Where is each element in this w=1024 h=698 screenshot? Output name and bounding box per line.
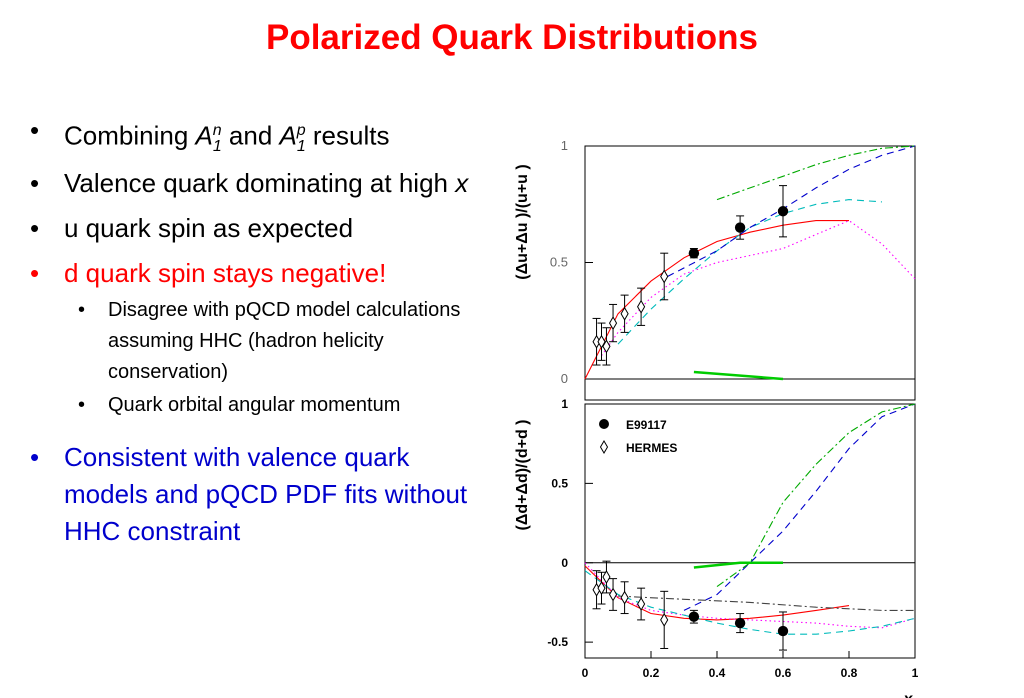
model-curve xyxy=(584,562,916,629)
model-curve xyxy=(584,565,850,621)
x-tick-label: 0.6 xyxy=(775,666,792,680)
sub-bullet-pqcd: • Disagree with pQCD model calculations … xyxy=(78,295,500,388)
legend-label: E99117 xyxy=(626,418,667,432)
y-tick-label: 0 xyxy=(561,371,568,386)
y-tick-label: 0 xyxy=(561,556,568,570)
bullet-d-quark: • d quark spin stays negative! xyxy=(30,255,500,292)
bullet-text: Combining A1n and A1p results xyxy=(64,112,500,165)
data-point-hermes xyxy=(637,299,646,314)
data-point-e99117 xyxy=(777,625,789,637)
y-tick-label: 0.5 xyxy=(551,476,568,490)
bullet-text: u quark spin as expected xyxy=(64,212,354,243)
data-point-hermes xyxy=(660,612,669,627)
x-tick-label: 1 xyxy=(912,666,919,680)
bullet-marker: • xyxy=(30,441,40,472)
bullet-list: • Combining A1n and A1p results • Valenc… xyxy=(30,112,500,550)
bullet-valence: • Valence quark dominating at high x xyxy=(30,165,500,202)
data-point-hermes xyxy=(608,316,618,331)
asymmetry-symbol: A xyxy=(195,120,213,151)
bullet-marker: • xyxy=(30,167,40,198)
model-curve xyxy=(683,403,916,611)
plot-frame xyxy=(584,403,916,659)
data-point-hermes xyxy=(597,334,606,349)
bullet-consistent: • Consistent with valence quark models a… xyxy=(30,439,480,550)
subscript: 1 xyxy=(296,137,306,155)
bullet-marker: • xyxy=(78,298,86,321)
subscript: 1 xyxy=(212,137,222,155)
sub-bullet-list: • Disagree with pQCD model calculations … xyxy=(78,295,500,421)
bullet-text: Consistent with valence quark models and… xyxy=(64,441,468,546)
data-point-e99117 xyxy=(777,206,789,217)
asymmetry-symbol: A xyxy=(279,120,297,151)
model-curve xyxy=(584,220,849,380)
x-axis-label: x xyxy=(903,691,914,698)
data-point-hermes xyxy=(597,581,606,596)
superscript: n xyxy=(212,122,222,139)
superscript: p xyxy=(296,122,306,139)
bullet-text-part: Combining xyxy=(64,120,196,151)
model-curve xyxy=(601,219,916,357)
bullet-text-part: and xyxy=(221,120,280,151)
bullet-combining: • Combining A1n and A1p results xyxy=(30,112,500,165)
plot-frame xyxy=(584,145,916,401)
y-tick-label: 0.5 xyxy=(550,255,568,270)
y-tick-label: -0.5 xyxy=(547,635,568,649)
y-tick-label: 1 xyxy=(561,397,568,411)
data-point-e99117 xyxy=(688,247,700,259)
model-curve xyxy=(716,145,916,201)
x-tick-label: 0.4 xyxy=(709,666,726,680)
bullet-marker: • xyxy=(30,257,40,288)
bullet-marker: • xyxy=(30,212,40,243)
data-point-hermes xyxy=(660,269,669,284)
x-tick-label: 0 xyxy=(582,666,589,680)
bullet-text: Valence quark dominating at high x xyxy=(64,165,500,202)
y-tick-label: 1 xyxy=(561,138,568,153)
sub-bullet-text: Quark orbital angular momentum xyxy=(108,393,401,416)
x-tick-label: 0.8 xyxy=(841,666,858,680)
model-curve xyxy=(617,199,883,345)
model-curve xyxy=(693,370,784,381)
model-curve xyxy=(716,403,916,588)
data-point-hermes xyxy=(602,339,611,354)
bullet-marker: • xyxy=(78,393,86,416)
bullet-marker: • xyxy=(30,115,40,145)
legend-label: HERMES xyxy=(626,441,677,455)
legend-marker-hermes xyxy=(599,440,609,454)
model-curve xyxy=(667,145,916,277)
data-point-hermes xyxy=(608,587,618,602)
bullet-text: d quark spin stays negative! xyxy=(64,257,387,288)
data-point-hermes xyxy=(602,570,611,585)
data-point-hermes xyxy=(620,306,629,321)
x-tick-label: 0.2 xyxy=(643,666,660,680)
model-curve xyxy=(617,595,915,611)
y-axis-label: (Δd+Δd)/(d+d ) xyxy=(514,420,531,531)
data-point-hermes xyxy=(637,597,646,612)
bullet-text-part: Valence quark dominating at high xyxy=(64,167,456,198)
bullet-text-part: results xyxy=(305,120,390,151)
model-curve xyxy=(693,561,783,569)
y-axis-label: (Δu+Δu )/(u+u ) xyxy=(514,164,531,279)
data-point-e99117 xyxy=(734,617,746,629)
sub-bullet-orbital: • Quark orbital angular momentum xyxy=(78,390,500,421)
x-variable: x xyxy=(455,167,469,198)
data-point-e99117 xyxy=(734,222,746,233)
slide-title: Polarized Quark Distributions xyxy=(265,18,759,57)
sub-bullet-text: Disagree with pQCD model calculations as… xyxy=(108,298,461,383)
bullet-u-quark: • u quark spin as expected xyxy=(30,210,500,247)
data-point-hermes xyxy=(620,590,629,605)
legend-marker-e99117 xyxy=(599,419,609,429)
data-point-e99117 xyxy=(688,611,700,622)
